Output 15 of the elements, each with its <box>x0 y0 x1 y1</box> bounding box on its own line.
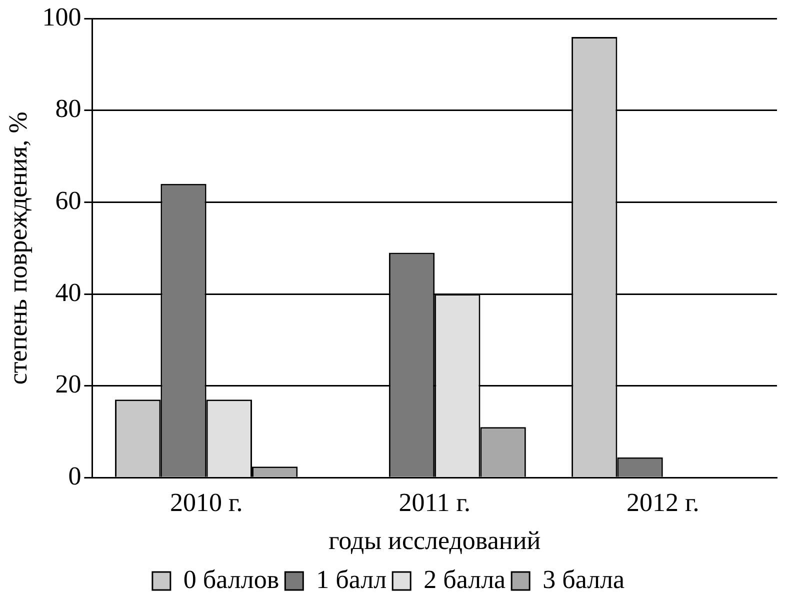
y-tick-label: 80 <box>55 94 82 124</box>
y-tick-label: 100 <box>42 2 82 32</box>
x-tick-label: 2012 г. <box>626 488 700 518</box>
legend-label: 0 баллов <box>183 564 280 594</box>
x-axis-title: годы исследований <box>328 526 541 556</box>
y-tick-label: 40 <box>55 278 82 307</box>
legend-label: 1 балл <box>316 564 387 594</box>
y-tick-label: 20 <box>55 370 82 399</box>
y-axis-title: степень повреждения, % <box>3 112 32 385</box>
y-tick-label: 0 <box>68 461 82 490</box>
x-tick-label: 2010 г. <box>170 488 243 518</box>
y-tick-label: 60 <box>55 186 82 216</box>
legend-label: 2 балла <box>424 564 506 594</box>
legend-label: 3 балла <box>542 564 626 594</box>
x-tick-label: 2011 г. <box>398 488 470 518</box>
